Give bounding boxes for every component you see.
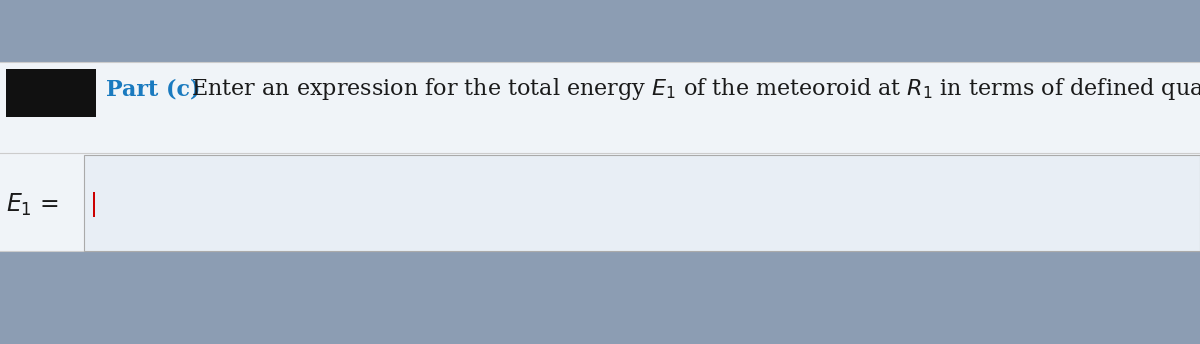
- Text: Enter an expression for the total energy $E_1$ of the meteoroid at $R_1$ in term: Enter an expression for the total energy…: [184, 76, 1200, 103]
- Bar: [84, 155, 1200, 251]
- Text: Part (c): Part (c): [106, 78, 200, 100]
- Text: $E_1$ =: $E_1$ =: [6, 192, 59, 218]
- Bar: [0, 62, 1200, 251]
- Bar: [6, 69, 96, 117]
- Text: |: |: [90, 192, 98, 217]
